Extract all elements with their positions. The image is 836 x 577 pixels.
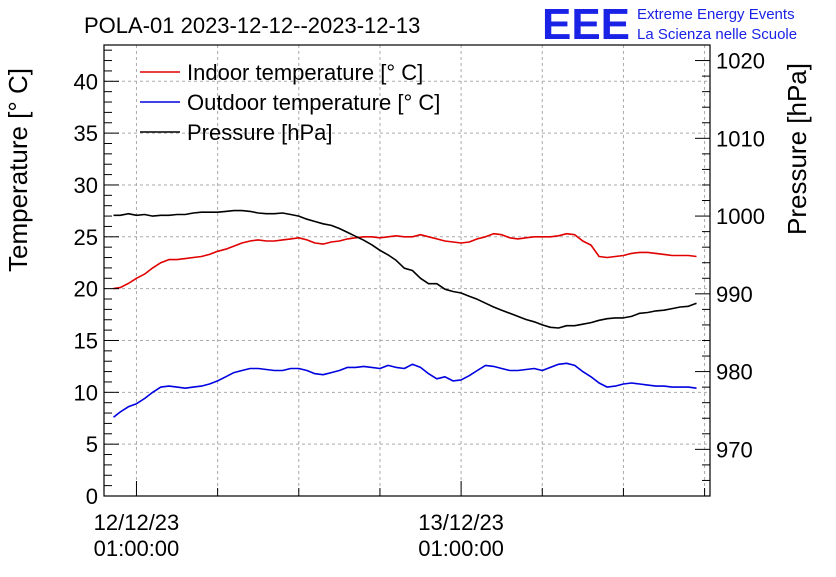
series-line-1 <box>113 362 697 418</box>
right-tick-label: 1000 <box>716 204 765 229</box>
left-tick-label: 30 <box>74 173 98 198</box>
axis-ticks: 051015202530354012/12/2301:00:0013/12/23… <box>74 44 765 561</box>
plot-frame <box>103 44 711 497</box>
x-tick-time-label: 01:00:00 <box>418 536 504 561</box>
left-tick-label: 15 <box>74 328 98 353</box>
right-axis-title: Pressure [hPa] <box>782 63 812 235</box>
brand-line-2: La Scienza nelle Scuole <box>637 26 797 43</box>
x-tick-date-label: 12/12/23 <box>94 510 180 535</box>
left-tick-label: 25 <box>74 225 98 250</box>
grid-lines <box>104 45 710 496</box>
legend-label-0: Indoor temperature [° C] <box>187 60 423 85</box>
series-line-0 <box>113 232 697 290</box>
right-tick-label: 970 <box>716 437 753 462</box>
legend: Indoor temperature [° C] Outdoor temperat… <box>140 60 440 145</box>
series-layer <box>113 209 697 418</box>
legend-label-2: Pressure [hPa] <box>187 120 333 145</box>
chart-title: POLA-01 2023-12-12--2023-12-13 <box>84 13 420 38</box>
left-tick-label: 35 <box>74 121 98 146</box>
left-tick-label: 40 <box>74 69 98 94</box>
left-tick-label: 5 <box>86 432 98 457</box>
right-tick-label: 1010 <box>716 126 765 151</box>
legend-label-1: Outdoor temperature [° C] <box>187 90 440 115</box>
right-tick-label: 980 <box>716 360 753 385</box>
x-tick-date-label: 13/12/23 <box>418 510 504 535</box>
brand-line-1: Extreme Energy Events <box>637 6 795 23</box>
x-tick-time-label: 01:00:00 <box>94 536 180 561</box>
right-tick-label: 990 <box>716 282 753 307</box>
left-tick-label: 10 <box>74 380 98 405</box>
right-tick-label: 1020 <box>716 49 765 74</box>
series-line-2 <box>113 209 697 329</box>
left-tick-label: 0 <box>86 484 98 509</box>
brand-logo: EEE <box>542 0 630 49</box>
left-tick-label: 20 <box>74 277 98 302</box>
left-axis-title: Temperature [° C] <box>3 68 33 272</box>
plot-border <box>103 44 711 497</box>
